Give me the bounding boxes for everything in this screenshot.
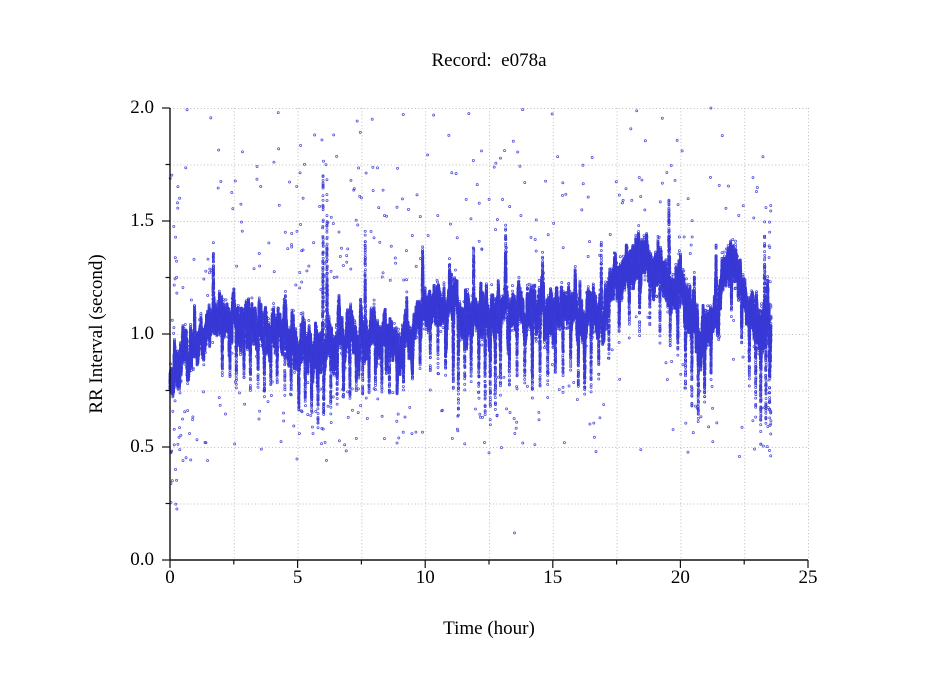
- y-tick-label: 2.0: [130, 97, 154, 118]
- x-axis-title: Time (hour): [443, 618, 535, 639]
- x-tick-label: 5: [292, 567, 303, 588]
- y-tick-label: 0.0: [130, 549, 154, 570]
- x-tick-label: 10: [415, 567, 435, 588]
- y-tick-label: 1.0: [130, 323, 154, 344]
- x-tick-label: 25: [798, 567, 818, 588]
- y-tick-label: 0.5: [130, 436, 154, 457]
- chart-title: Record: e078a: [431, 50, 547, 71]
- x-tick-label: 20: [670, 567, 690, 588]
- x-tick-label: 0: [165, 567, 175, 588]
- y-tick-label: 1.5: [130, 210, 154, 231]
- x-tick-label: 15: [543, 567, 563, 588]
